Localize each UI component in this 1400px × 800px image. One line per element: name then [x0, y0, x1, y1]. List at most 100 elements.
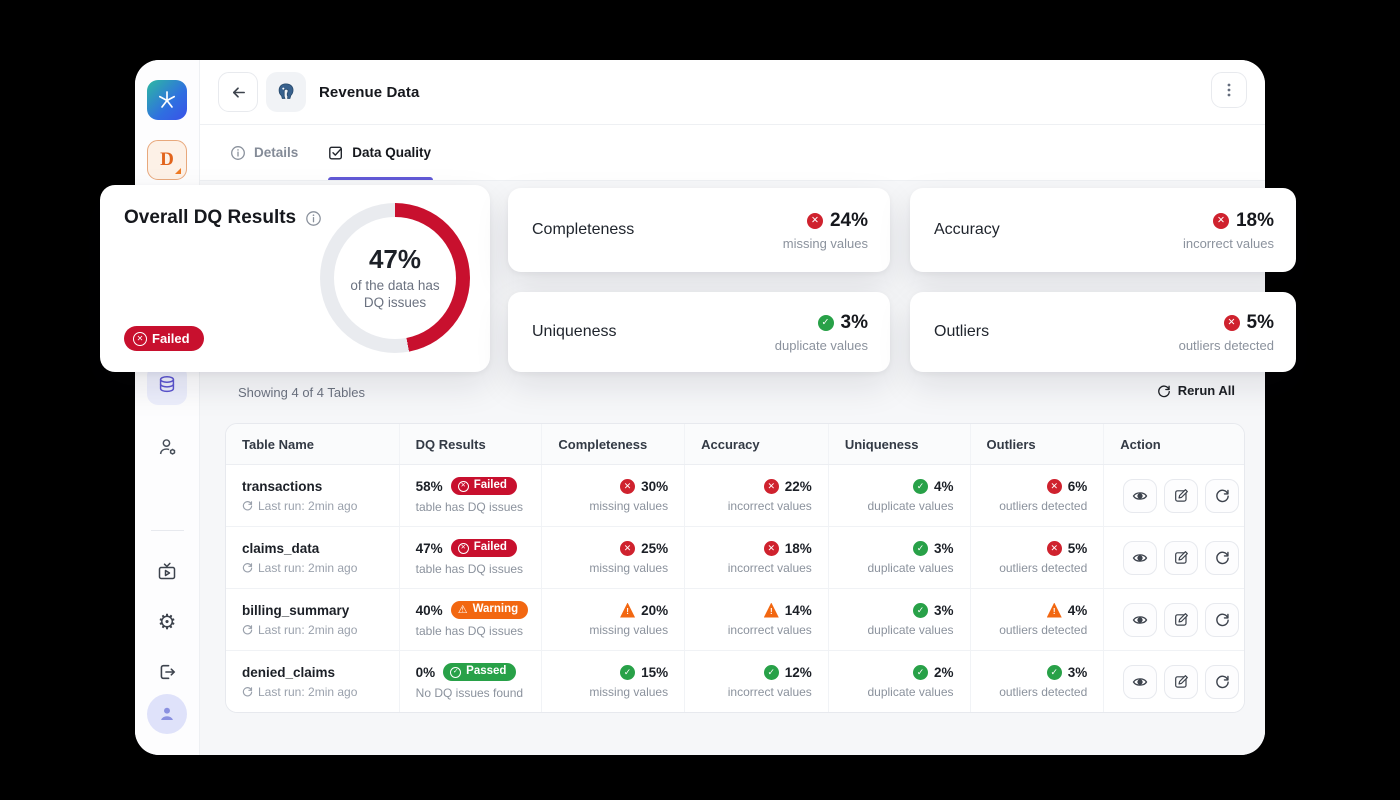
- refresh-icon: [242, 687, 253, 697]
- table-name: denied_claims: [242, 664, 336, 680]
- postgresql-icon: [278, 83, 294, 99]
- table-name: transactions: [242, 478, 323, 494]
- rerun-button[interactable]: [1205, 540, 1240, 575]
- workspace-letter: D: [160, 149, 174, 170]
- edit-button[interactable]: [1164, 478, 1199, 513]
- cell-value: 3%: [1067, 664, 1088, 680]
- spark-asterisk-icon: [158, 91, 176, 108]
- refresh-icon: [242, 625, 253, 635]
- cell-value: 2%: [934, 664, 954, 680]
- table-body: transactions Last run: 2min ago 58% Fail…: [226, 465, 1244, 712]
- last-run-text: Last run: 2min ago: [258, 684, 358, 699]
- metric-status-icon: [1223, 314, 1240, 331]
- status-badge: Failed: [450, 476, 517, 496]
- app-logo[interactable]: [147, 80, 187, 120]
- rerun-button[interactable]: [1205, 664, 1240, 699]
- cell-caption: incorrect values: [727, 622, 812, 637]
- table-count-label: Showing 4 of 4 Tables: [238, 385, 365, 400]
- rerun-button[interactable]: [1205, 602, 1240, 637]
- refresh-icon: [242, 563, 253, 573]
- col-header-dq-results: DQ Results: [400, 424, 543, 464]
- metric-caption: duplicate values: [774, 337, 868, 353]
- cell-caption: incorrect values: [727, 498, 812, 513]
- arrow-left-icon: [232, 86, 245, 98]
- view-button[interactable]: [1123, 478, 1158, 513]
- view-button[interactable]: [1123, 664, 1158, 699]
- cell-caption: missing values: [589, 560, 669, 575]
- refresh-icon: [1215, 551, 1229, 565]
- edit-button[interactable]: [1164, 664, 1199, 699]
- cell-value: 5%: [1067, 540, 1088, 556]
- cell-value: 4%: [1067, 602, 1088, 618]
- status-badge: Failed: [124, 326, 204, 351]
- sidebar-item-logout[interactable]: [147, 652, 187, 692]
- dq-note: table has DQ issues: [415, 624, 524, 639]
- tab-data-quality[interactable]: Data Quality: [328, 125, 434, 180]
- table-row[interactable]: transactions Last run: 2min ago 58% Fail…: [226, 465, 1244, 527]
- cell-caption: incorrect values: [727, 560, 812, 575]
- rerun-button[interactable]: [1205, 478, 1240, 513]
- user-gear-icon: [159, 438, 175, 455]
- sidebar-item-tutorials[interactable]: [147, 552, 187, 592]
- cell-status-icon: [763, 540, 779, 556]
- view-button[interactable]: [1123, 540, 1158, 575]
- app-window: D: [135, 60, 1265, 755]
- overall-dq-card: Overall DQ Results 47% of the data has D…: [100, 185, 490, 372]
- tab-details[interactable]: Details: [230, 125, 298, 180]
- source-type-badge: [266, 72, 306, 112]
- metric-caption: incorrect values: [1182, 235, 1274, 251]
- table-row[interactable]: denied_claims Last run: 2min ago 0% Pass…: [226, 651, 1244, 712]
- status-badge: Failed: [450, 538, 517, 558]
- edit-pencil-icon: [1174, 675, 1188, 688]
- info-icon: [231, 145, 245, 160]
- col-header-outliers: Outliers: [971, 424, 1105, 464]
- more-options-button[interactable]: [1211, 72, 1247, 108]
- sidebar: D: [135, 60, 200, 755]
- badge-status-icon: [133, 331, 147, 346]
- refresh-icon: [242, 501, 253, 511]
- user-avatar[interactable]: [147, 694, 187, 734]
- table-row[interactable]: billing_summary Last run: 2min ago 40% W…: [226, 589, 1244, 651]
- table-header-row: Table Name DQ Results Completeness Accur…: [226, 424, 1244, 465]
- cell-status-icon: [913, 602, 929, 618]
- sidebar-item-settings[interactable]: ⚙: [147, 602, 187, 642]
- eye-icon: [1132, 553, 1148, 562]
- edit-button[interactable]: [1164, 602, 1199, 637]
- metric-value: 24%: [829, 209, 868, 231]
- info-icon[interactable]: [305, 210, 322, 227]
- cell-caption: outliers detected: [999, 622, 1088, 637]
- database-icon: [159, 376, 175, 393]
- dq-note: table has DQ issues: [415, 500, 524, 515]
- metric-caption: outliers detected: [1178, 337, 1274, 353]
- cell-status-icon: [620, 664, 636, 680]
- active-tab-indicator: [328, 176, 434, 180]
- dq-donut-chart: 47% of the data has DQ issues: [320, 203, 470, 353]
- view-button[interactable]: [1123, 602, 1158, 637]
- tab-bar: Details Data Quality: [200, 125, 1265, 181]
- sidebar-item-user-management[interactable]: [147, 427, 187, 467]
- metric-label: Completeness: [532, 221, 635, 238]
- cell-value: 22%: [784, 478, 812, 494]
- workspace-switcher[interactable]: D: [147, 140, 187, 180]
- col-header-uniqueness: Uniqueness: [829, 424, 971, 464]
- metric-label: Uniqueness: [532, 323, 617, 340]
- dq-percent: 47%: [415, 540, 443, 556]
- edit-button[interactable]: [1164, 540, 1199, 575]
- refresh-icon: [1215, 613, 1229, 627]
- cell-caption: missing values: [589, 498, 669, 513]
- header: Revenue Data: [200, 60, 1265, 125]
- last-run: Last run: 2min ago: [242, 561, 399, 575]
- badge-label: Failed: [152, 331, 190, 346]
- col-header-table-name: Table Name: [226, 424, 400, 464]
- status-badge: Warning: [450, 600, 529, 620]
- edit-pencil-icon: [1174, 489, 1188, 502]
- logout-icon: [160, 664, 176, 680]
- badge-label: Failed: [473, 541, 507, 554]
- dq-note: table has DQ issues: [415, 562, 524, 577]
- back-button[interactable]: [218, 72, 258, 112]
- table-row[interactable]: claims_data Last run: 2min ago 47% Faile…: [226, 527, 1244, 589]
- cell-value: 12%: [784, 664, 812, 680]
- video-tv-icon: [158, 562, 176, 580]
- rerun-all-button[interactable]: Rerun All: [1157, 383, 1235, 398]
- cell-status-icon: [913, 540, 929, 556]
